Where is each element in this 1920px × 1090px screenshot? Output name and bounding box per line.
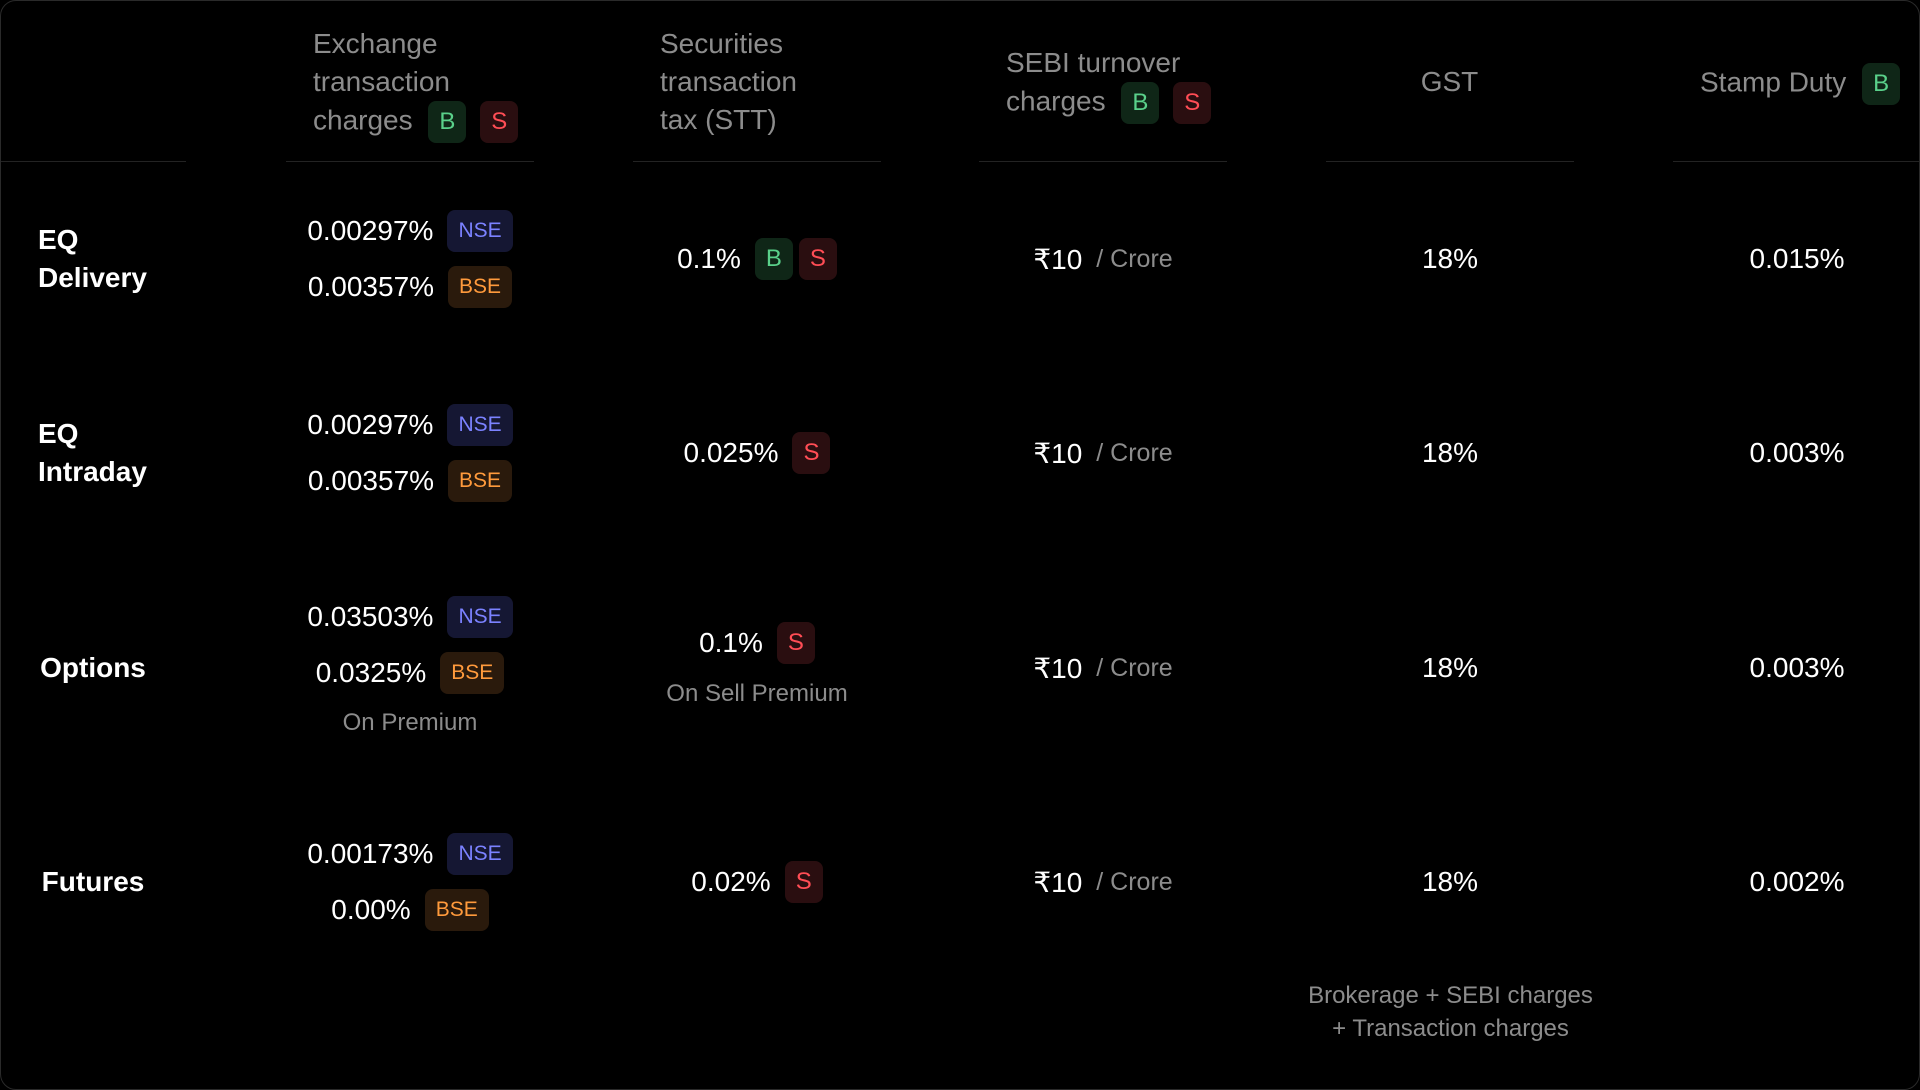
gst-value: 18% [1421, 652, 1479, 683]
stt-rate: 0.02% [691, 866, 771, 897]
gst-footnote-line: + Transaction charges [1332, 1015, 1569, 1042]
bse-rate: 0.00357% [307, 271, 435, 302]
stt-value: 0.025% S [633, 432, 881, 474]
header-exchange-text: charges [313, 104, 413, 136]
gst-footnote: Brokerage + SEBI charges + Transaction c… [1263, 979, 1638, 1045]
bse-badge: BSE [424, 889, 489, 931]
sell-badge: S [792, 432, 831, 474]
stt-badges: B S [754, 238, 837, 280]
exchange-bse-value: 0.0325% BSE [286, 652, 534, 694]
exchange-nse-value: 0.00297% NSE [286, 404, 534, 446]
bse-rate: 0.0325% [315, 657, 427, 688]
row-label-options: Options [40, 652, 146, 683]
nse-badge: NSE [447, 404, 513, 446]
sell-badge: S [1173, 82, 1212, 124]
header-stamp-duty: Stamp Duty B [1700, 63, 1901, 105]
bse-rate: 0.00% [331, 894, 411, 925]
header-gst: GST [1420, 66, 1479, 97]
header-sebi-charges: SEBI turnover charges B S [1006, 44, 1212, 124]
sebi-amount: ₹10 [1033, 652, 1083, 684]
header-sebi-line-2: charges B S [1006, 82, 1212, 124]
row-label-line: Delivery [38, 262, 147, 293]
sebi-amount: ₹10 [1033, 866, 1083, 898]
stt-value: 0.1% B S [633, 238, 881, 280]
exchange-nse-value: 0.00297% NSE [286, 210, 534, 252]
stt-value: 0.02% S [633, 861, 881, 903]
gst-footnote-line: Brokerage + SEBI charges [1308, 982, 1593, 1009]
exchange-bse-value: 0.00357% BSE [286, 266, 534, 308]
gst-value: 18% [1421, 243, 1479, 274]
header-sebi-line-1: SEBI turnover [1006, 47, 1181, 78]
stt-value: 0.1% S [633, 622, 881, 664]
buy-badge: B [1862, 63, 1901, 105]
sebi-value: ₹10 / Crore [979, 238, 1227, 280]
exchange-bse-value: 0.00% BSE [286, 889, 534, 931]
header-stamp-text: Stamp Duty [1700, 66, 1847, 98]
sebi-unit: / Crore [1096, 438, 1173, 467]
header-divider [1, 161, 186, 162]
sell-badge: S [480, 101, 519, 143]
buy-badge: B [1121, 82, 1160, 124]
sebi-value: ₹10 / Crore [979, 432, 1227, 474]
sebi-unit: / Crore [1096, 653, 1173, 682]
stt-note: On Sell Premium [666, 680, 848, 707]
buy-badge: B [428, 101, 467, 143]
exchange-note: On Premium [342, 709, 478, 736]
stamp-duty-value: 0.015% [1749, 243, 1845, 274]
sebi-value: ₹10 / Crore [979, 647, 1227, 689]
bse-badge: BSE [448, 460, 513, 502]
row-label-line: Intraday [38, 456, 147, 487]
header-stt-line-3: tax (STT) [660, 104, 777, 135]
nse-badge: NSE [447, 833, 513, 875]
sell-badge: S [798, 238, 837, 280]
header-divider [1673, 161, 1919, 162]
stamp-duty-value: 0.002% [1749, 866, 1845, 897]
nse-rate: 0.00173% [307, 838, 434, 869]
row-label-eq-delivery: EQ Delivery [1, 221, 185, 297]
header-stt-line-1: Securities [660, 28, 783, 59]
row-label-line: EQ [38, 224, 79, 255]
header-divider [286, 161, 534, 162]
sebi-unit: / Crore [1096, 244, 1173, 273]
nse-badge: NSE [447, 596, 513, 638]
header-exchange-line-1: Exchange [313, 28, 438, 59]
sebi-amount: ₹10 [1033, 437, 1083, 469]
header-divider [979, 161, 1227, 162]
bse-badge: BSE [448, 266, 513, 308]
gst-value: 18% [1421, 866, 1479, 897]
header-divider [1326, 161, 1574, 162]
exchange-bse-value: 0.00357% BSE [286, 460, 534, 502]
stt-rate: 0.1% [699, 627, 763, 658]
bse-badge: BSE [440, 652, 505, 694]
header-divider [633, 161, 881, 162]
nse-rate: 0.00297% [307, 215, 434, 246]
stamp-duty-value: 0.003% [1749, 437, 1845, 468]
row-label-line: EQ [38, 418, 79, 449]
stt-rate: 0.025% [683, 437, 779, 468]
row-label-eq-intraday: EQ Intraday [1, 415, 185, 491]
sell-badge: S [776, 622, 815, 664]
exchange-nse-value: 0.00173% NSE [286, 833, 534, 875]
gst-value: 18% [1421, 437, 1479, 468]
buy-badge: B [754, 238, 793, 280]
stamp-duty-value: 0.003% [1749, 652, 1845, 683]
nse-rate: 0.03503% [307, 601, 434, 632]
header-exchange-charges: Exchange transaction charges B S [313, 25, 519, 143]
row-label-futures: Futures [41, 866, 145, 897]
sebi-value: ₹10 / Crore [979, 861, 1227, 903]
nse-badge: NSE [447, 210, 513, 252]
header-sebi-text: charges [1006, 85, 1106, 117]
header-exchange-line-3: charges B S [313, 101, 519, 143]
bse-rate: 0.00357% [307, 465, 435, 496]
header-exchange-line-2: transaction [313, 66, 450, 97]
stt-rate: 0.1% [677, 243, 741, 274]
header-stt-line-2: transaction [660, 66, 797, 97]
exchange-nse-value: 0.03503% NSE [286, 596, 534, 638]
sell-badge: S [784, 861, 823, 903]
sebi-unit: / Crore [1096, 867, 1173, 896]
header-stt: Securities transaction tax (STT) [660, 25, 797, 139]
sebi-amount: ₹10 [1033, 243, 1083, 275]
nse-rate: 0.00297% [307, 409, 434, 440]
